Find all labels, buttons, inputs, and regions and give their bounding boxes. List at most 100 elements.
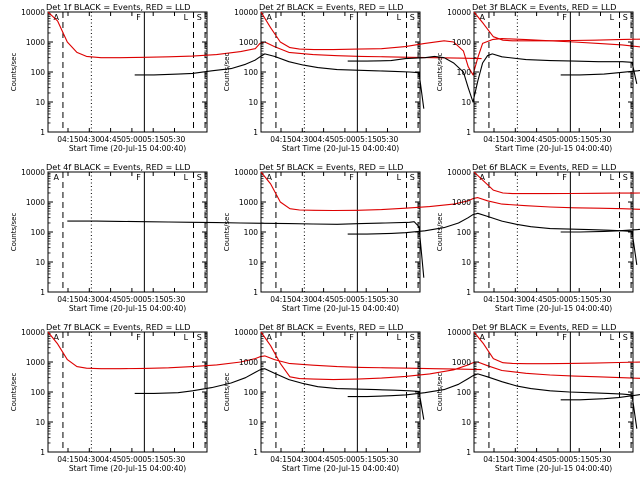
- marker-label: S: [197, 173, 202, 182]
- x-tick-label: 04:30: [291, 455, 313, 464]
- series-line-lld: [260, 11, 640, 76]
- x-tick-label: 05:00: [121, 135, 143, 144]
- series-line-lld: [473, 331, 640, 365]
- y-tick-label: 1000: [452, 358, 471, 367]
- y-tick-label: 100: [31, 228, 46, 237]
- x-tick-label: 05:15: [568, 455, 590, 464]
- x-tick-label: 05:30: [590, 135, 612, 144]
- series-line-events: [347, 53, 638, 103]
- marker-label: L: [397, 333, 402, 342]
- panel-det-6: Det 6f BLACK = Events, RED = LLD 1 10 100 10…: [436, 162, 640, 313]
- x-tick-label: 05:15: [142, 455, 164, 464]
- marker-label: F: [349, 13, 354, 22]
- y-tick-label: 10000: [447, 8, 471, 17]
- x-axis-title: Start Time (20-Jul-15 04:00:40): [282, 304, 399, 313]
- marker-label: S: [197, 13, 202, 22]
- series-line-events: [67, 220, 425, 278]
- marker-label: S: [623, 333, 628, 342]
- y-axis-title: Counts/sec: [10, 373, 18, 412]
- marker-label: A: [53, 173, 59, 182]
- marker-label: L: [610, 333, 615, 342]
- y-tick-label: 10: [461, 98, 471, 107]
- marker-label: A: [266, 13, 272, 22]
- y-tick-label: 1000: [239, 38, 258, 47]
- plot-frame: [473, 11, 634, 133]
- marker-label: A: [479, 333, 485, 342]
- x-axis-title: Start Time (20-Jul-15 04:00:40): [495, 144, 612, 153]
- series-line-events: [134, 368, 425, 420]
- marker-label: A: [53, 13, 59, 22]
- panel-title: Det 5f BLACK = Events, RED = LLD: [259, 162, 403, 172]
- x-tick-label: 04:30: [291, 135, 313, 144]
- y-axis-title: Counts/sec: [436, 53, 444, 92]
- panel-title: Det 2f BLACK = Events, RED = LLD: [259, 2, 403, 12]
- y-tick-label: 1: [40, 288, 45, 297]
- y-tick-label: 10000: [21, 328, 45, 337]
- marker-label: A: [479, 13, 485, 22]
- panel-title: Det 7f BLACK = Events, RED = LLD: [46, 322, 190, 332]
- y-tick-label: 1: [466, 448, 471, 457]
- panel-title: Det 9f BLACK = Events, RED = LLD: [472, 322, 616, 332]
- series-line-lld: [473, 11, 640, 42]
- y-tick-label: 1000: [26, 198, 45, 207]
- x-tick-label: 04:45: [526, 135, 548, 144]
- x-tick-label: 04:45: [100, 455, 122, 464]
- x-axis-title: Start Time (20-Jul-15 04:00:40): [282, 464, 399, 473]
- panel-det-5: Det 5f BLACK = Events, RED = LLD11010010…: [223, 162, 640, 313]
- marker-label: F: [136, 13, 141, 22]
- x-tick-label: 05:30: [377, 295, 399, 304]
- x-axis-title: Start Time (20-Jul-15 04:00:40): [495, 464, 612, 473]
- marker-label: L: [610, 13, 615, 22]
- plot-frame: [473, 331, 634, 453]
- y-tick-label: 1: [253, 128, 258, 137]
- y-tick-label: 100: [31, 68, 46, 77]
- x-tick-label: 04:45: [100, 295, 122, 304]
- plot-frame: [260, 171, 421, 293]
- marker-label: F: [562, 173, 567, 182]
- marker-label: S: [410, 173, 415, 182]
- x-tick-label: 04:15: [270, 135, 292, 144]
- x-tick-label: 04:45: [313, 455, 335, 464]
- x-tick-label: 05:30: [164, 295, 186, 304]
- y-tick-label: 100: [244, 68, 259, 77]
- x-tick-label: 04:30: [504, 135, 526, 144]
- x-tick-label: 04:15: [57, 135, 79, 144]
- panel-det-7: Det 7f BLACK = Events, RED = LLD11010010…: [10, 322, 482, 473]
- y-tick-label: 1000: [452, 38, 471, 47]
- x-tick-label: 04:30: [504, 295, 526, 304]
- y-axis-title: Counts/sec: [223, 53, 231, 92]
- marker-label: S: [197, 333, 202, 342]
- x-tick-label: 04:30: [291, 295, 313, 304]
- y-tick-label: 100: [457, 68, 472, 77]
- x-tick-label: 05:15: [142, 295, 164, 304]
- panel-title: Det 4f BLACK = Events, RED = LLD: [46, 162, 190, 172]
- x-tick-label: 05:00: [547, 295, 569, 304]
- x-tick-label: 05:00: [121, 455, 143, 464]
- x-axis-title: Start Time (20-Jul-15 04:00:40): [495, 304, 612, 313]
- series-line-events: [347, 212, 638, 265]
- y-tick-label: 1000: [26, 38, 45, 47]
- y-tick-label: 10: [248, 418, 258, 427]
- y-tick-label: 10: [35, 258, 45, 267]
- marker-label: S: [410, 13, 415, 22]
- panel-det-1: Det 1f BLACK = Events, RED = LLD11010010…: [10, 2, 482, 153]
- x-tick-label: 04:15: [270, 455, 292, 464]
- marker-label: F: [349, 333, 354, 342]
- x-tick-label: 05:00: [334, 455, 356, 464]
- y-tick-label: 10000: [234, 168, 258, 177]
- y-tick-label: 10: [461, 258, 471, 267]
- marker-label: L: [397, 13, 402, 22]
- x-tick-label: 04:15: [483, 295, 505, 304]
- y-tick-label: 1000: [26, 358, 45, 367]
- series-line-lld: [260, 171, 640, 212]
- x-tick-label: 05:30: [164, 135, 186, 144]
- y-axis-title: Counts/sec: [223, 213, 231, 252]
- y-axis-title: Counts/sec: [10, 213, 18, 252]
- x-tick-label: 04:15: [57, 295, 79, 304]
- y-tick-label: 1000: [452, 198, 471, 207]
- marker-label: A: [53, 333, 59, 342]
- y-tick-label: 1: [466, 288, 471, 297]
- x-tick-label: 04:15: [483, 135, 505, 144]
- y-tick-label: 10000: [447, 168, 471, 177]
